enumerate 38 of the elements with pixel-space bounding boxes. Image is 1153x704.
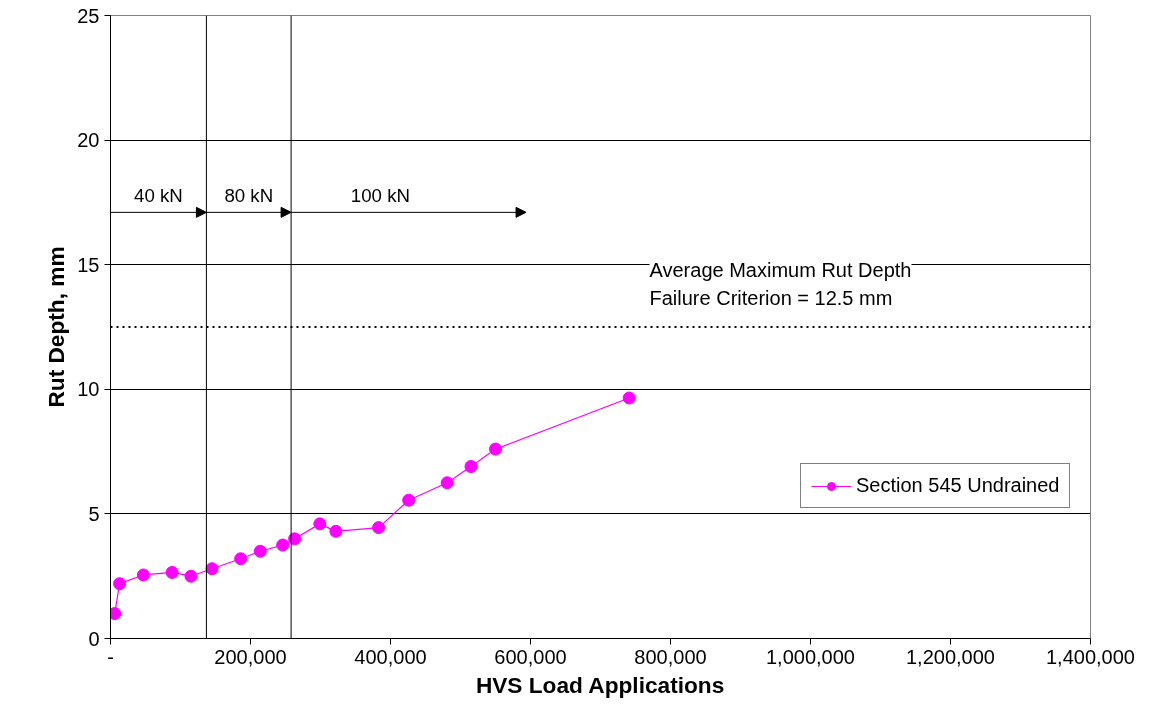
ref-line-label: Average Maximum Rut Depth Failure Criterion = 12.5 mm — [649, 259, 912, 309]
x-tick-label: 1,200,000 — [906, 645, 995, 668]
point — [234, 552, 248, 566]
y-tick-label: 25 — [77, 4, 100, 27]
y-axis-title: Rut Depth, mm — [43, 246, 70, 408]
point — [184, 569, 198, 583]
y-tick-label: 20 — [77, 129, 100, 152]
annotation: 80 kN — [224, 185, 274, 207]
point — [464, 460, 478, 474]
x-tick-label: 200,000 — [214, 645, 287, 668]
x-tick-label: 400,000 — [354, 645, 427, 668]
x-tick-label: - — [107, 645, 114, 668]
point — [110, 607, 122, 621]
x-tick-label: 1,400,000 — [1046, 645, 1135, 668]
point — [402, 493, 416, 507]
point — [165, 565, 179, 579]
point — [205, 562, 219, 576]
point — [622, 391, 636, 405]
point — [276, 538, 290, 552]
y-tick-label: 10 — [77, 378, 100, 401]
point — [313, 517, 327, 531]
point — [136, 568, 150, 582]
x-axis-title: HVS Load Applications — [475, 671, 725, 698]
point — [372, 521, 386, 535]
point — [489, 442, 502, 456]
x-tick-label: 600,000 — [494, 645, 567, 668]
y-tick-label: 15 — [77, 253, 100, 276]
point — [440, 476, 454, 490]
legend-label: Section 545 Undrained — [856, 474, 1060, 497]
point — [113, 577, 127, 591]
annotation: 40 kN — [134, 185, 183, 207]
point — [329, 524, 343, 538]
y-tick-label: 0 — [88, 627, 100, 650]
y-tick-label: 5 — [88, 502, 100, 525]
point — [253, 544, 267, 558]
x-tick-label: 1,000,000 — [766, 645, 855, 668]
x-tick-label: 800,000 — [634, 645, 707, 668]
annotation: 100 kN — [350, 185, 410, 207]
